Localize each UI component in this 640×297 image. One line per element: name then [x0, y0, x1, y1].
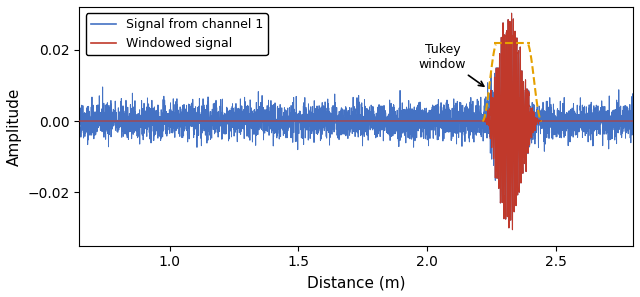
Legend: Signal from channel 1, Windowed signal: Signal from channel 1, Windowed signal: [86, 13, 268, 56]
X-axis label: Distance (m): Distance (m): [307, 275, 406, 290]
Line: Windowed signal: Windowed signal: [79, 13, 633, 230]
Windowed signal: [436, 119, 444, 123]
Windowed signal: [489, 96, 497, 99]
Windowed signal: [408, 119, 415, 123]
Signal from channel 1: [76, 116, 83, 120]
Signal from channel 1: [509, 228, 516, 231]
Windowed signal: [509, 228, 516, 231]
Y-axis label: Amplitude: Amplitude: [7, 87, 22, 165]
Windowed signal: [508, 12, 515, 15]
Signal from channel 1: [436, 120, 444, 123]
Signal from channel 1: [629, 126, 637, 129]
Windowed signal: [176, 119, 184, 123]
Windowed signal: [629, 119, 637, 123]
Signal from channel 1: [489, 89, 497, 92]
Windowed signal: [531, 118, 539, 121]
Signal from channel 1: [176, 115, 184, 118]
Signal from channel 1: [531, 116, 539, 120]
Signal from channel 1: [408, 114, 415, 118]
Text: Tukey
window: Tukey window: [419, 43, 484, 86]
Windowed signal: [287, 119, 295, 123]
Signal from channel 1: [287, 110, 295, 113]
Signal from channel 1: [508, 12, 515, 15]
Line: Signal from channel 1: Signal from channel 1: [79, 13, 633, 230]
Windowed signal: [76, 119, 83, 123]
